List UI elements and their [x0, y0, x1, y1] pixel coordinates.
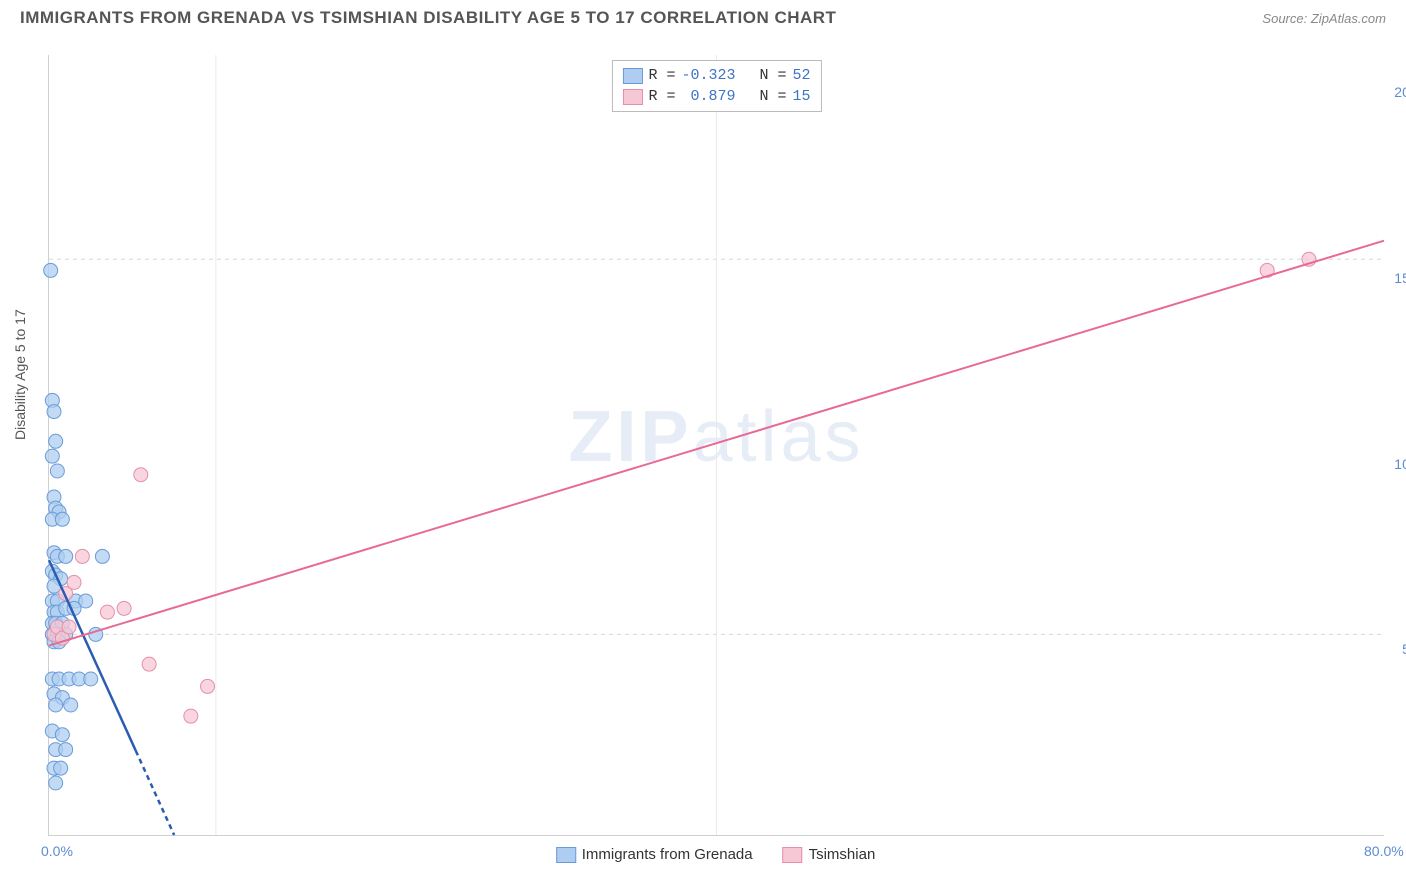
legend-label: Tsimshian: [809, 846, 876, 863]
plot-area: ZIPatlas R = -0.323 N = 52 R = 0.879 N =…: [48, 55, 1384, 836]
legend-row-2: R = 0.879 N = 15: [622, 86, 810, 107]
legend-item-grenada: Immigrants from Grenada: [556, 846, 753, 863]
y-tick-label: 10.0%: [1394, 456, 1406, 472]
y-tick-label: 15.0%: [1394, 270, 1406, 286]
source-citation: Source: ZipAtlas.com: [1262, 11, 1386, 26]
legend-row-1: R = -0.323 N = 52: [622, 65, 810, 86]
swatch-blue-icon: [556, 847, 576, 863]
y-tick-label: 5.0%: [1402, 641, 1406, 657]
series-legend: Immigrants from Grenada Tsimshian: [556, 846, 876, 863]
x-tick-label: 0.0%: [41, 843, 73, 859]
swatch-blue-icon: [622, 68, 642, 84]
chart-title: IMMIGRANTS FROM GRENADA VS TSIMSHIAN DIS…: [20, 8, 836, 28]
y-tick-label: 20.0%: [1394, 84, 1406, 100]
chart-container: ZIPatlas R = -0.323 N = 52 R = 0.879 N =…: [48, 55, 1383, 835]
x-tick-label: 80.0%: [1364, 843, 1404, 859]
y-axis-label: Disability Age 5 to 17: [12, 309, 28, 440]
swatch-pink-icon: [783, 847, 803, 863]
legend-item-tsimshian: Tsimshian: [783, 846, 876, 863]
swatch-pink-icon: [622, 89, 642, 105]
correlation-legend: R = -0.323 N = 52 R = 0.879 N = 15: [611, 60, 821, 112]
scatter-plot-svg: [49, 55, 1384, 835]
legend-label: Immigrants from Grenada: [582, 846, 753, 863]
